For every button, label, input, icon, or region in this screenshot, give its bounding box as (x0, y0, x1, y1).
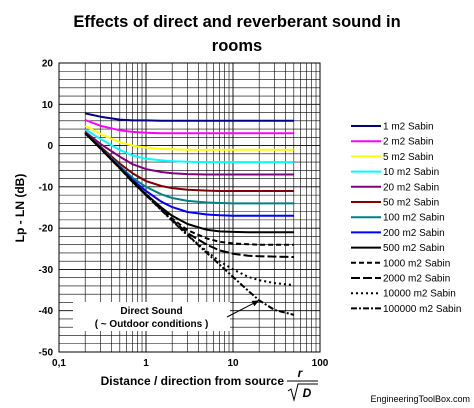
chart-title-line-1: Effects of direct and reverberant sound … (73, 13, 400, 31)
legend-label: 100000 m2 Sabin (383, 304, 461, 315)
legend-label: 20 m2 Sabin (383, 182, 439, 193)
y-tick-label: -10 (39, 182, 54, 193)
x-axis-label-numerator: r (298, 366, 304, 380)
x-axis-label: Distance / direction from source rD (101, 366, 318, 402)
legend-label: 500 m2 Sabin (383, 243, 445, 254)
y-tick-label: -20 (39, 224, 54, 235)
series-line (84, 132, 295, 316)
y-tick-label: -50 (39, 348, 54, 359)
legend-label: 1 m2 Sabin (383, 122, 434, 133)
y-tick-label: -40 (39, 306, 54, 317)
series-line (84, 119, 294, 135)
series-line (84, 112, 294, 122)
series-line (84, 132, 294, 205)
chart-title: Effects of direct and reverberant sound … (73, 13, 400, 55)
y-tick-label: 10 (42, 100, 54, 111)
x-axis-tick-labels: 0,1 1 10 100 (52, 358, 329, 369)
annotation-arrowhead (251, 300, 260, 307)
annotation-box (73, 302, 230, 331)
legend-label: 2 m2 Sabin (383, 137, 434, 148)
series-lines (84, 112, 295, 316)
legend-label: 50 m2 Sabin (383, 198, 439, 209)
annotation-line-1: Direct Sound (120, 306, 182, 317)
x-tick-label: 1 (143, 358, 149, 369)
sqrt-symbol (287, 383, 318, 402)
y-tick-label: -30 (39, 265, 54, 276)
series-line (84, 131, 294, 176)
legend-label: 10000 m2 Sabin (383, 289, 456, 300)
y-axis-label-text: Lp - LN (dB) (13, 174, 27, 243)
x-axis-label-denominator: D (303, 386, 312, 400)
x-tick-label: 0,1 (52, 358, 66, 369)
legend-label: 10 m2 Sabin (383, 167, 439, 178)
direct-sound-annotation: Direct Sound ( ~ Outdoor conditions ) (73, 299, 260, 331)
legend-label: 5 m2 Sabin (383, 152, 434, 163)
series-line (84, 132, 294, 287)
legend: 1 m2 Sabin 2 m2 Sabin 5 m2 Sabin 10 m2 Sabi… (351, 122, 461, 315)
grid-lines (58, 62, 320, 353)
chart-title-line-2: rooms (212, 37, 262, 55)
legend-label: 1000 m2 Sabin (383, 258, 450, 269)
series-line (84, 124, 294, 151)
y-tick-label: 20 (42, 59, 54, 70)
series-line (84, 128, 294, 164)
x-tick-label: 10 (227, 358, 239, 369)
credit-text: EngineeringToolBox.com (370, 394, 470, 404)
x-tick-label: 100 (312, 358, 329, 369)
series-line (84, 132, 294, 246)
legend-label: 100 m2 Sabin (383, 213, 445, 224)
annotation-line-2: ( ~ Outdoor conditions ) (95, 319, 209, 330)
y-axis-label: Lp - LN (dB) (13, 174, 27, 243)
y-axis-tick-labels: 20 10 0 -10 -20 -30 -40 -50 (39, 59, 54, 359)
legend-label: 2000 m2 Sabin (383, 274, 450, 285)
y-tick-label: 0 (47, 141, 53, 152)
legend-label: 200 m2 Sabin (383, 228, 445, 239)
series-line (84, 131, 294, 192)
x-axis-label-text: Distance / direction from source (101, 374, 285, 388)
